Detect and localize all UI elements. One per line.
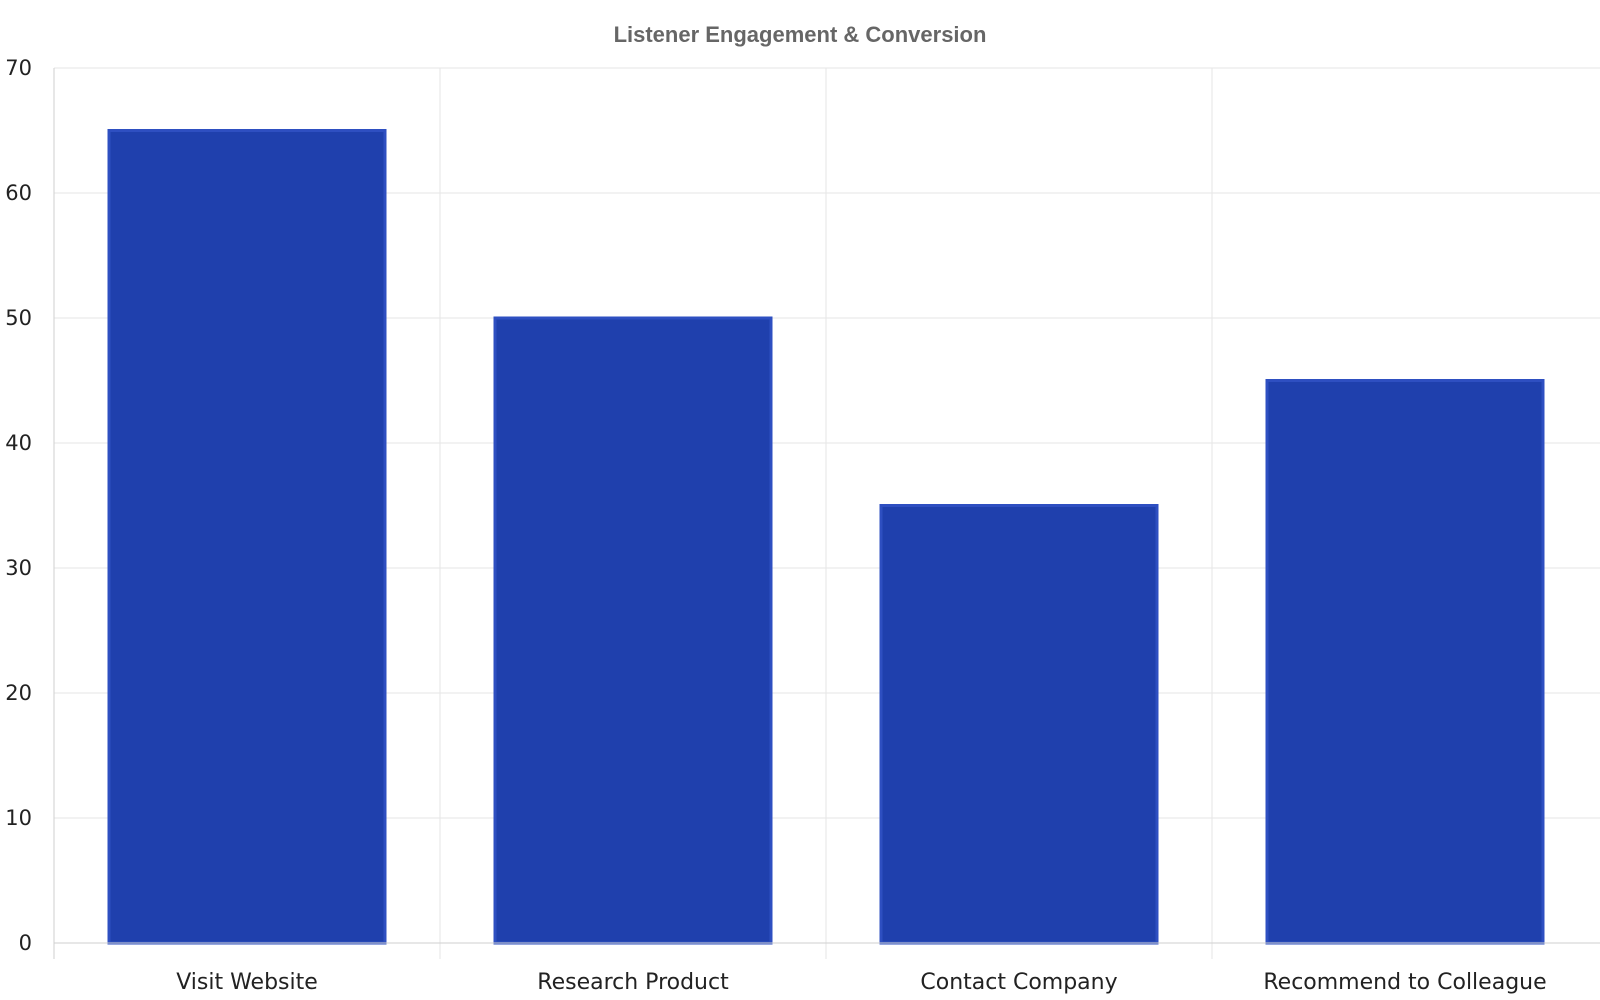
y-tick-label: 70 <box>5 56 32 80</box>
x-tick-label: Research Product <box>537 970 729 995</box>
x-tick-label: Contact Company <box>920 970 1117 995</box>
y-tick-label: 0 <box>19 931 32 955</box>
x-tick-label: Recommend to Colleague <box>1263 970 1546 995</box>
y-tick-label: 40 <box>5 431 32 455</box>
axes <box>53 68 1600 959</box>
x-tick-label: Visit Website <box>176 970 318 995</box>
bar <box>107 129 387 945</box>
chart-title: Listener Engagement & Conversion <box>614 22 987 47</box>
bar <box>879 504 1159 945</box>
y-tick-labels: 0 10 20 30 40 50 60 70 <box>5 56 32 955</box>
y-tick-label: 10 <box>5 806 32 830</box>
y-tick-label: 30 <box>5 556 32 580</box>
bar <box>1265 379 1545 945</box>
y-tick-label: 60 <box>5 181 32 205</box>
x-tick-labels: Visit Website Research Product Contact Com… <box>176 970 1546 995</box>
y-tick-label: 50 <box>5 306 32 330</box>
y-tick-label: 20 <box>5 681 32 705</box>
bar <box>493 316 773 945</box>
